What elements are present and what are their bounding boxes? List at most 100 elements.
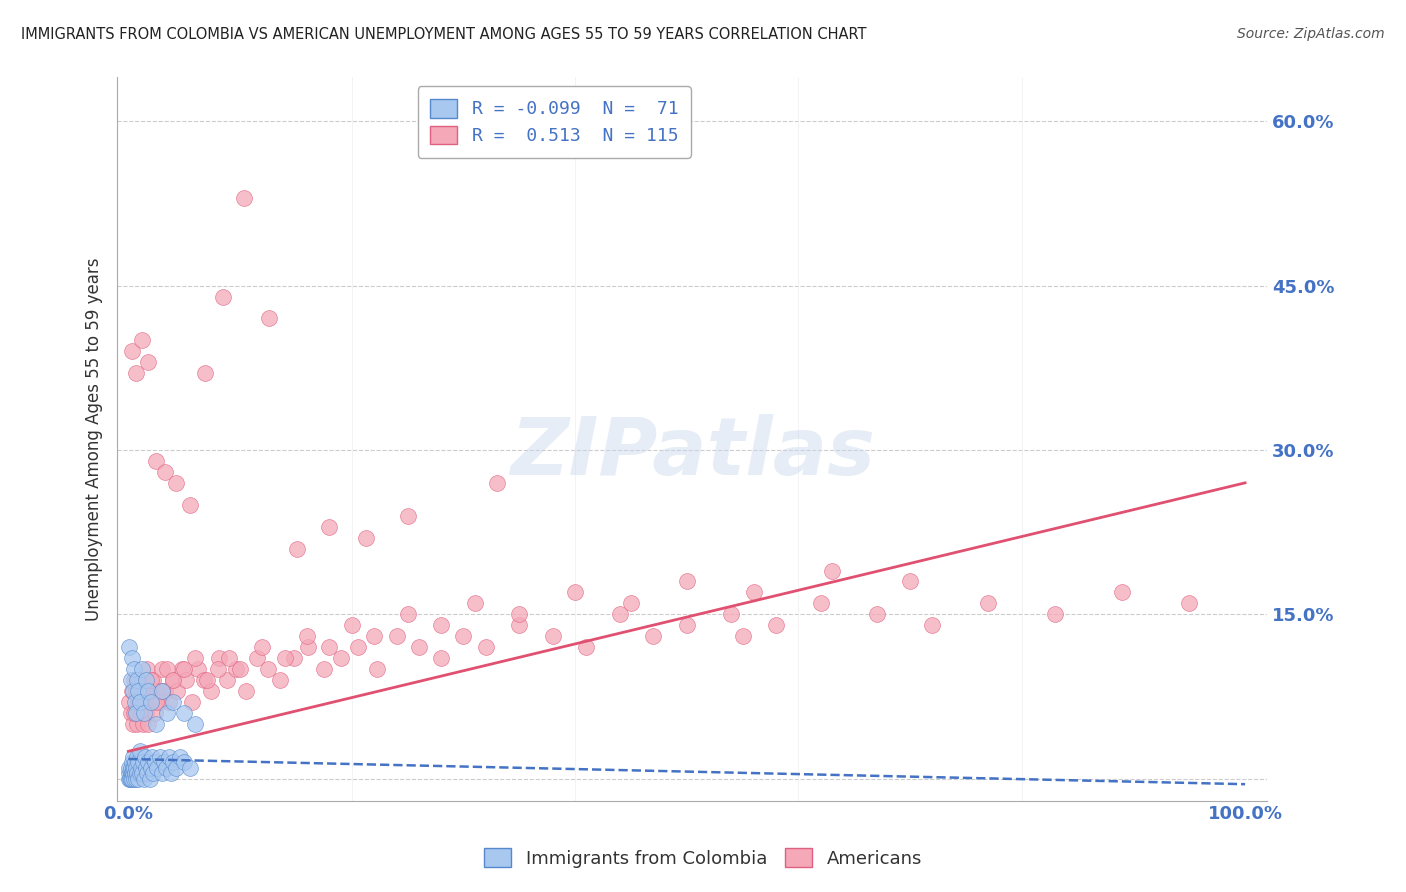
Point: [124, 766, 146, 780]
Point: [166, 684, 188, 698]
Text: ZIPatlas: ZIPatlas: [510, 415, 875, 492]
Point: [142, 673, 165, 687]
Point: [136, 766, 159, 780]
Point: [149, 749, 172, 764]
Point: [810, 596, 832, 610]
Point: [128, 695, 150, 709]
Point: [620, 596, 643, 610]
Point: [977, 596, 1000, 610]
Point: [162, 673, 184, 687]
Point: [162, 673, 184, 687]
Point: [1178, 596, 1201, 610]
Point: [200, 684, 222, 698]
Point: [127, 749, 149, 764]
Point: [138, 684, 160, 698]
Point: [474, 640, 496, 655]
Point: [285, 541, 308, 556]
Point: [128, 744, 150, 758]
Point: [179, 498, 201, 512]
Point: [134, 684, 156, 698]
Point: [165, 475, 187, 490]
Point: [120, 706, 142, 720]
Point: [121, 766, 143, 780]
Point: [127, 772, 149, 786]
Point: [138, 355, 160, 369]
Point: [609, 607, 631, 622]
Point: [118, 640, 141, 655]
Point: [120, 766, 142, 780]
Point: [122, 706, 145, 720]
Point: [155, 761, 177, 775]
Point: [257, 662, 280, 676]
Point: [138, 684, 160, 698]
Point: [233, 191, 256, 205]
Legend: R = -0.099  N =  71, R =  0.513  N = 115: R = -0.099 N = 71, R = 0.513 N = 115: [418, 87, 690, 158]
Point: [135, 673, 157, 687]
Point: [312, 662, 335, 676]
Point: [541, 629, 564, 643]
Point: [127, 695, 149, 709]
Point: [118, 766, 141, 780]
Point: [195, 673, 218, 687]
Point: [129, 761, 152, 775]
Point: [127, 673, 149, 687]
Point: [129, 706, 152, 720]
Point: [453, 629, 475, 643]
Point: [742, 585, 765, 599]
Point: [157, 695, 180, 709]
Point: [139, 673, 162, 687]
Point: [329, 651, 352, 665]
Point: [145, 454, 167, 468]
Point: [122, 749, 145, 764]
Point: [125, 772, 148, 786]
Point: [124, 756, 146, 770]
Point: [156, 706, 179, 720]
Point: [118, 772, 141, 786]
Point: [921, 618, 943, 632]
Point: [508, 607, 530, 622]
Point: [347, 640, 370, 655]
Point: [150, 766, 173, 780]
Point: [132, 756, 155, 770]
Point: [485, 475, 508, 490]
Point: [120, 761, 142, 775]
Point: [156, 662, 179, 676]
Point: [135, 761, 157, 775]
Point: [187, 662, 209, 676]
Point: [128, 684, 150, 698]
Point: [208, 651, 231, 665]
Point: [121, 756, 143, 770]
Point: [408, 640, 430, 655]
Point: [122, 761, 145, 775]
Point: [131, 334, 153, 348]
Point: [194, 366, 217, 380]
Point: [127, 766, 149, 780]
Point: [121, 684, 143, 698]
Point: [150, 684, 173, 698]
Point: [675, 618, 697, 632]
Point: [169, 749, 191, 764]
Point: [173, 756, 195, 770]
Point: [430, 618, 453, 632]
Point: [366, 662, 388, 676]
Point: [124, 695, 146, 709]
Point: [865, 607, 887, 622]
Point: [122, 673, 145, 687]
Point: [139, 761, 162, 775]
Point: [212, 289, 235, 303]
Point: [162, 695, 184, 709]
Point: [181, 695, 204, 709]
Point: [318, 519, 340, 533]
Point: [132, 717, 155, 731]
Point: [150, 662, 173, 676]
Point: [297, 640, 319, 655]
Point: [131, 766, 153, 780]
Legend: Immigrants from Colombia, Americans: Immigrants from Colombia, Americans: [474, 838, 932, 879]
Point: [146, 761, 169, 775]
Point: [138, 756, 160, 770]
Point: [731, 629, 754, 643]
Point: [134, 684, 156, 698]
Point: [170, 662, 193, 676]
Point: [157, 749, 180, 764]
Point: [1045, 607, 1067, 622]
